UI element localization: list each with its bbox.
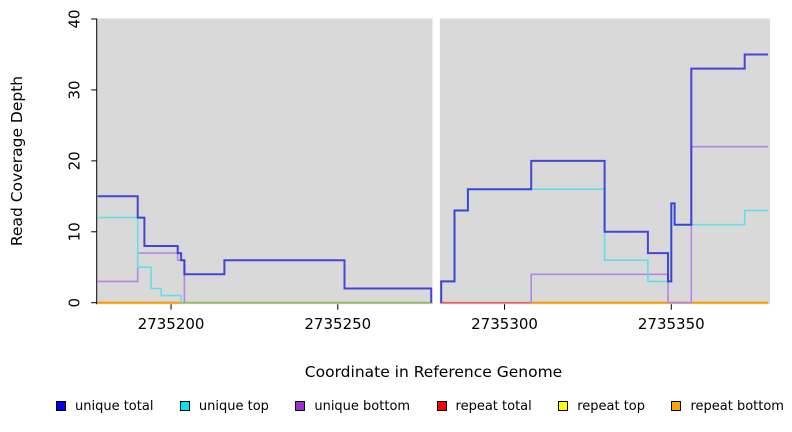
legend-label: unique total (75, 398, 154, 414)
y-tick-label: 40 (66, 9, 84, 28)
legend-item: unique top (179, 398, 269, 414)
no-data-gap (432, 18, 440, 305)
y-tick-label: 0 (66, 298, 84, 308)
y-axis-title: Read Coverage Depth (8, 75, 26, 247)
legend-swatch (671, 401, 682, 411)
legend-swatch (558, 401, 569, 411)
legend-label: repeat top (577, 398, 645, 414)
legend-swatch (436, 401, 447, 411)
legend-item: unique bottom (295, 399, 410, 414)
legend-swatch (179, 401, 190, 411)
legend-label: unique top (198, 398, 269, 414)
legend-label: repeat total (455, 398, 532, 414)
legend: unique total unique top unique bottom repea… (56, 397, 784, 415)
series-unique-total (97, 195, 433, 303)
y-tick-label: 10 (66, 222, 84, 241)
legend-label: unique bottom (314, 398, 411, 414)
series-unique-total (440, 53, 768, 303)
series-unique-top (97, 216, 182, 303)
x-tick-label: 2735300 (471, 315, 538, 333)
legend-label: repeat bottom (690, 398, 784, 414)
x-axis-title: Coordinate in Reference Genome (304, 363, 563, 381)
coverage-plot: 2735200 2735250 2735300 2735350 0 10 20 30 40 (66, 9, 770, 333)
legend-item: repeat top (558, 399, 645, 414)
x-tick-label: 2735200 (138, 315, 205, 333)
legend-swatch (295, 401, 306, 411)
y-tick-label: 20 (66, 151, 84, 170)
x-tick-label: 2735350 (638, 315, 705, 333)
legend-item: unique total (56, 399, 153, 414)
legend-item: repeat total (436, 398, 532, 414)
y-tick-label: 30 (66, 80, 84, 99)
x-tick-label: 2735250 (304, 315, 371, 333)
legend-swatch (56, 401, 66, 411)
legend-item: repeat bottom (671, 399, 784, 414)
